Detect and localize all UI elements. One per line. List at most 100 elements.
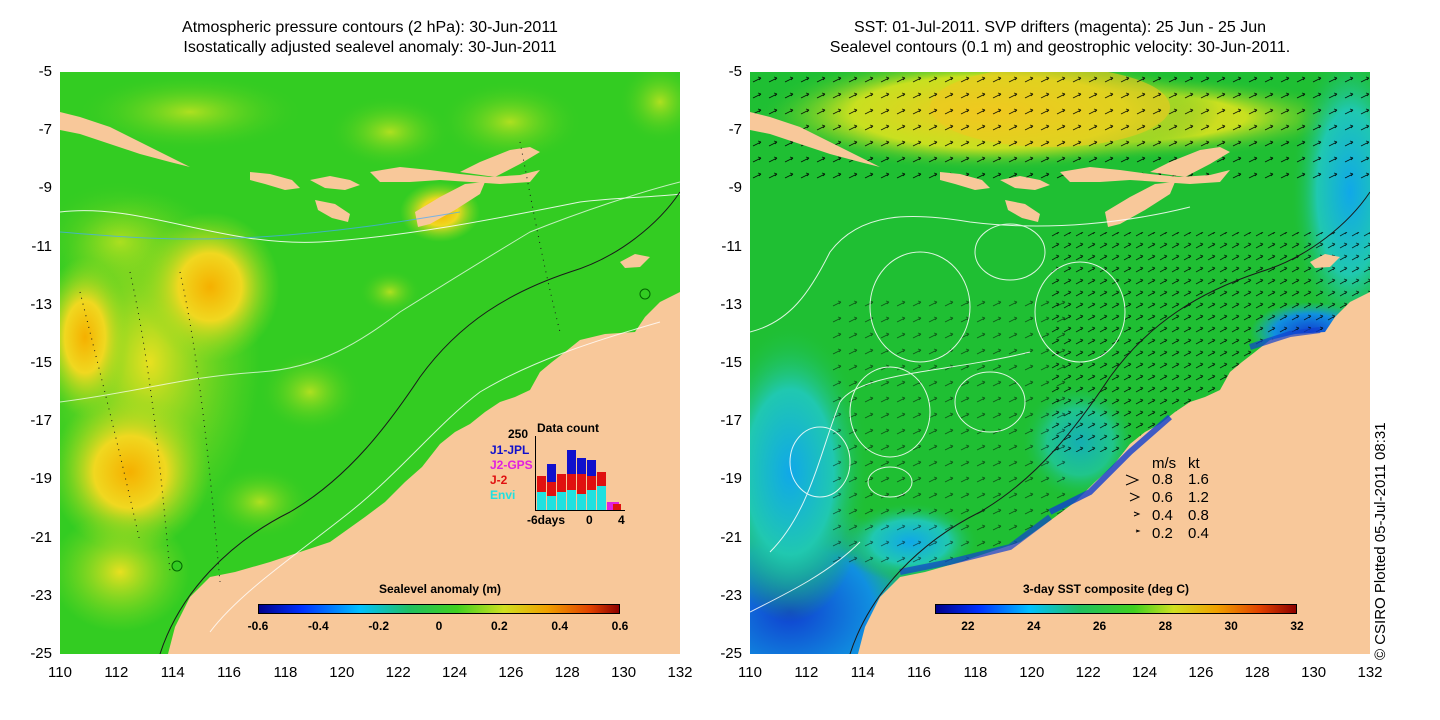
sealevel-colorbar-tick: 0.6 bbox=[611, 619, 629, 633]
right-map-title: SST: 01-Jul-2011. SVP drifters (magenta)… bbox=[750, 18, 1370, 58]
histogram-bars bbox=[537, 450, 621, 510]
right-y-tick: -17 bbox=[720, 412, 742, 430]
legend-row-2-ms: 0.4 bbox=[1152, 507, 1173, 524]
right-x-tick: 112 bbox=[794, 664, 819, 681]
sst-map-graphic bbox=[750, 72, 1370, 654]
right-y-tick: -23 bbox=[720, 586, 742, 604]
left-x-tick: 132 bbox=[667, 664, 693, 681]
right-y-tick: -13 bbox=[720, 295, 742, 313]
left-x-tick: 114 bbox=[160, 664, 185, 681]
inset-mission-0: J1-JPL bbox=[490, 443, 530, 457]
inset-mission-3: Envi bbox=[490, 488, 516, 502]
left-title-line1: Atmospheric pressure contours (2 hPa): 3… bbox=[182, 19, 558, 36]
sst-colorbar-tick: 28 bbox=[1158, 619, 1173, 633]
right-x-tick: 126 bbox=[1188, 664, 1214, 681]
legend-row-0-kt: 1.6 bbox=[1188, 471, 1209, 488]
right-x-tick: 114 bbox=[850, 664, 875, 681]
left-x-tick: 126 bbox=[498, 664, 524, 681]
right-y-tick: -11 bbox=[721, 237, 742, 255]
right-y-tick: -25 bbox=[720, 645, 742, 662]
left-y-tick: -19 bbox=[30, 470, 52, 488]
left-y-tick: -23 bbox=[30, 586, 52, 604]
inset-x-label-0: -6days bbox=[527, 513, 566, 527]
left-title-line2: Isostatically adjusted sealevel anomaly:… bbox=[183, 39, 557, 56]
right-x-tick: 130 bbox=[1301, 664, 1327, 681]
left-y-tick: -25 bbox=[30, 645, 52, 662]
left-x-tick: 122 bbox=[385, 664, 411, 681]
sealevel-colorbar-tick: 0.4 bbox=[551, 619, 568, 633]
left-colorbar-title: Sealevel anomaly (m) bbox=[378, 582, 502, 596]
left-x-tick: 128 bbox=[554, 664, 580, 681]
sealevel-colorbar-tick: 0 bbox=[435, 619, 443, 633]
right-x-tick: 120 bbox=[1019, 664, 1045, 681]
sst-map bbox=[750, 72, 1370, 654]
sealevel-anomaly-map bbox=[60, 72, 680, 654]
left-y-tick: -7 bbox=[38, 121, 52, 139]
credit-text: © CSIRO Plotted 05-Jul-2011 08:31 bbox=[1372, 422, 1389, 660]
left-y-tick: -5 bbox=[38, 63, 52, 80]
right-x-tick: 116 bbox=[907, 664, 932, 681]
right-y-tick: -15 bbox=[720, 354, 742, 371]
left-x-tick: 112 bbox=[104, 664, 129, 681]
sealevel-colorbar bbox=[258, 604, 620, 614]
left-y-tick: -11 bbox=[31, 237, 52, 255]
sst-colorbar-tick: 32 bbox=[1290, 619, 1304, 633]
left-y-tick: -13 bbox=[30, 295, 52, 313]
right-x-tick: 122 bbox=[1075, 664, 1101, 681]
left-y-tick: -9 bbox=[38, 179, 52, 197]
left-x-tick: 116 bbox=[217, 664, 242, 681]
legend-row-1-ms: 0.6 bbox=[1152, 489, 1173, 506]
legend-row-3-kt: 0.4 bbox=[1188, 525, 1209, 542]
legend-row-2-kt: 0.8 bbox=[1188, 507, 1209, 524]
right-y-tick: -9 bbox=[728, 179, 742, 197]
left-x-tick: 124 bbox=[442, 664, 468, 681]
sealevel-colorbar-tick: -0.4 bbox=[307, 619, 329, 633]
right-x-tick: 110 bbox=[738, 664, 762, 681]
inset-x-label-1: 0 bbox=[586, 513, 593, 527]
right-y-tick: -19 bbox=[720, 470, 742, 488]
right-x-tick: 124 bbox=[1132, 664, 1158, 681]
arrow-0.8-icon bbox=[1125, 474, 1140, 486]
legend-arrow-icons bbox=[1125, 474, 1141, 533]
right-y-tick: -7 bbox=[728, 121, 742, 139]
right-y-tick: -21 bbox=[720, 528, 742, 546]
inset-ymax-label: 250 bbox=[508, 427, 529, 441]
sst-colorbar-tick: 22 bbox=[961, 619, 975, 633]
left-x-tick: 110 bbox=[48, 664, 72, 681]
left-x-tick: 120 bbox=[329, 664, 355, 681]
inset-mission-1: J2-GPS bbox=[490, 458, 533, 472]
arrow-0.4-icon bbox=[1133, 511, 1141, 517]
sealevel-colorbar-tick: -0.2 bbox=[368, 619, 389, 633]
legend-row-1-kt: 1.2 bbox=[1188, 489, 1209, 506]
inset-mission-2: J-2 bbox=[490, 473, 508, 487]
data-count-histogram bbox=[535, 436, 625, 511]
legend-row-3-ms: 0.2 bbox=[1152, 525, 1173, 542]
right-title-line1: SST: 01-Jul-2011. SVP drifters (magenta)… bbox=[853, 19, 1267, 36]
legend-header-ms: m/s bbox=[1152, 455, 1177, 472]
sealevel-colorbar-tick: 0.2 bbox=[490, 619, 508, 633]
left-y-tick: -21 bbox=[30, 528, 52, 546]
inset-title: Data count bbox=[537, 421, 600, 435]
sealevel-anomaly-map-graphic bbox=[60, 72, 680, 654]
sst-colorbar-tick: 24 bbox=[1027, 619, 1041, 633]
arrow-0.6-icon bbox=[1129, 492, 1141, 502]
legend-row-0-ms: 0.8 bbox=[1152, 471, 1173, 488]
legend-header-kt: kt bbox=[1188, 455, 1200, 472]
arrow-0.2-icon bbox=[1135, 529, 1141, 533]
left-x-tick: 118 bbox=[273, 664, 298, 681]
right-colorbar-title: 3-day SST composite (deg C) bbox=[1022, 582, 1190, 596]
right-x-tick: 128 bbox=[1244, 664, 1270, 681]
left-x-tick: 130 bbox=[611, 664, 637, 681]
inset-x-label-2: 4 bbox=[618, 513, 625, 527]
right-title-line2: Sealevel contours (0.1 m) and geostrophi… bbox=[829, 39, 1291, 56]
sealevel-colorbar-tick: -0.6 bbox=[247, 619, 269, 633]
right-y-tick: -5 bbox=[728, 63, 742, 80]
left-y-tick: -17 bbox=[30, 412, 52, 430]
right-x-tick: 132 bbox=[1357, 664, 1383, 681]
left-map-title: Atmospheric pressure contours (2 hPa): 3… bbox=[60, 18, 680, 58]
sst-colorbar-tick: 30 bbox=[1224, 619, 1238, 633]
sst-colorbar-tick: 26 bbox=[1092, 619, 1107, 633]
right-x-tick: 118 bbox=[963, 664, 988, 681]
sst-colorbar bbox=[935, 604, 1297, 614]
left-y-tick: -15 bbox=[30, 354, 52, 371]
